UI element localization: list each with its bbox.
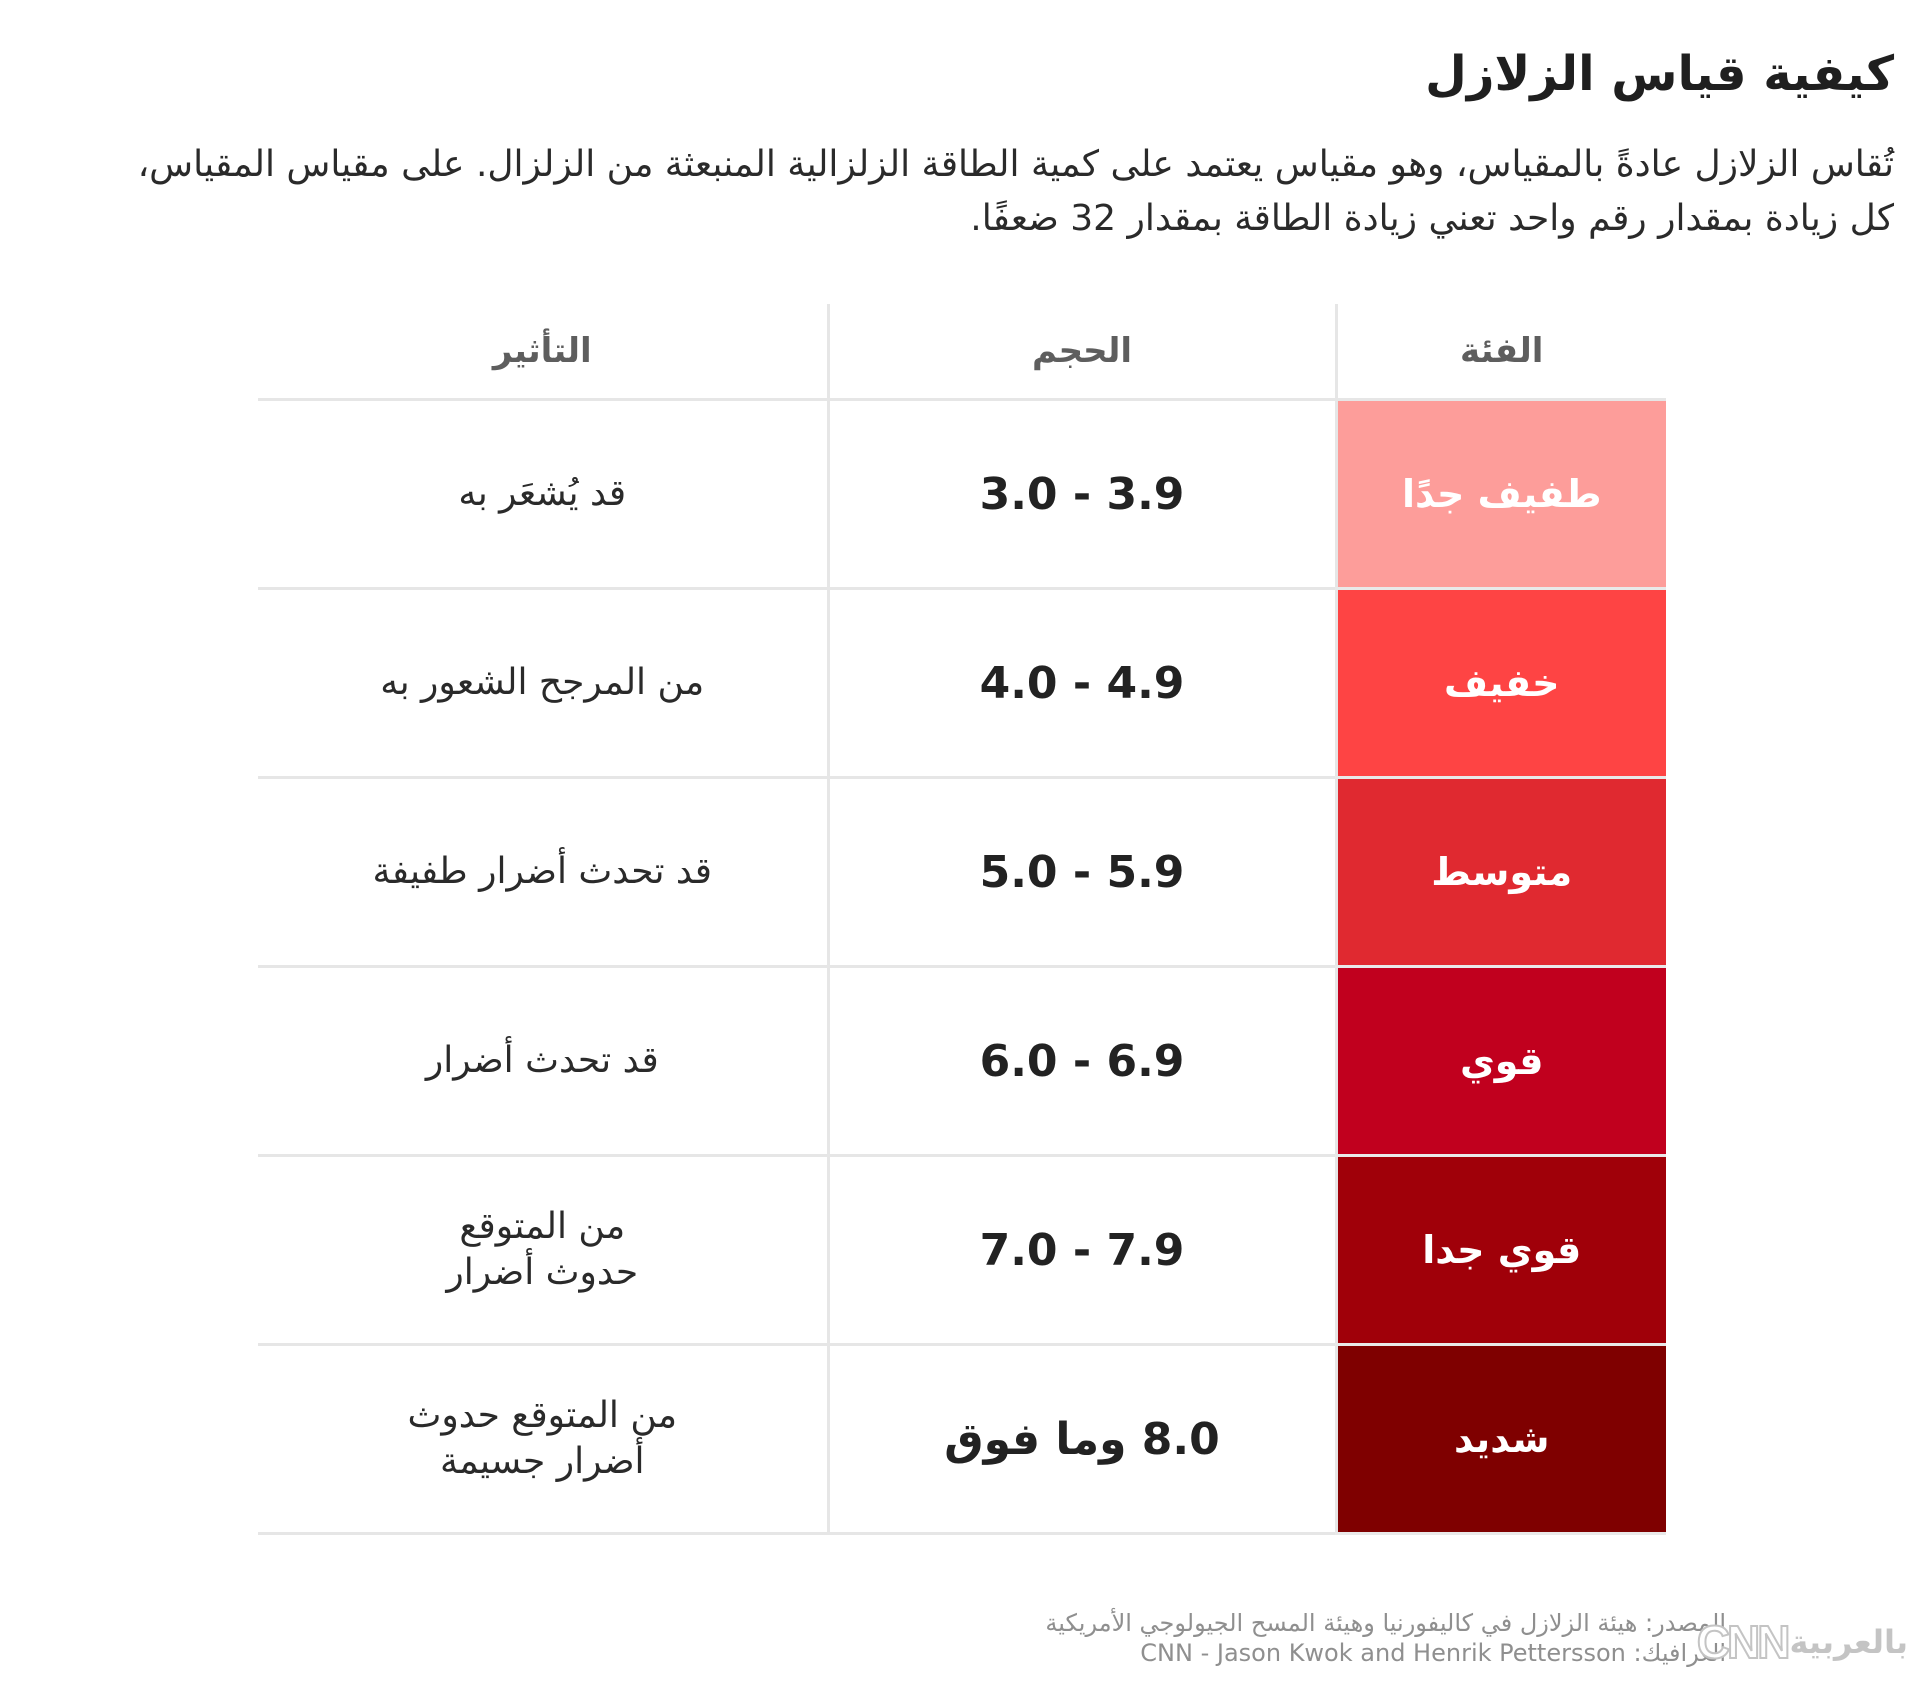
table-row: قوي جدا 7.9 - 7.0 من المتوقع حدوث أضرار — [258, 1155, 1666, 1346]
table-body: طفيف جدًا 3.9 - 3.0 قد يُشعَر به خفيف 4.… — [258, 399, 1666, 1535]
header-category: الفئة — [1336, 304, 1666, 401]
category-cell: قوي — [1336, 966, 1666, 1157]
cnn-arabic-logo: CNN بالعربية — [1696, 1614, 1909, 1670]
table-row: متوسط 5.9 - 5.0 قد تحدث أضرار طفيفة — [258, 777, 1666, 968]
cnn-logo-text: CNN — [1696, 1615, 1792, 1669]
category-cell: شديد — [1336, 1344, 1666, 1535]
table-row: قوي 6.9 - 6.0 قد تحدث أضرار — [258, 966, 1666, 1157]
category-cell: خفيف — [1336, 588, 1666, 779]
magnitude-cell: 3.9 - 3.0 — [828, 399, 1338, 590]
category-cell: طفيف جدًا — [1336, 399, 1666, 590]
arabic-logo-text: بالعربية — [1789, 1623, 1909, 1661]
header-magnitude: الحجم — [828, 304, 1338, 401]
magnitude-table-container: الفئة الحجم التأثير طفيف جدًا 3.9 - 3.0 … — [258, 304, 1666, 1535]
magnitude-table: الفئة الحجم التأثير طفيف جدًا 3.9 - 3.0 … — [258, 304, 1666, 1535]
table-row: شديد 8.0 وما فوق من المتوقع حدوث أضرار ج… — [258, 1344, 1666, 1535]
table-row: طفيف جدًا 3.9 - 3.0 قد يُشعَر به — [258, 399, 1666, 590]
page-subtitle: تُقاس الزلازل عادةً بالمقياس، وهو مقياس … — [137, 144, 1894, 239]
magnitude-cell: 8.0 وما فوق — [828, 1344, 1338, 1535]
source-credit: المصدر: هيئة الزلازل في كاليفورنيا وهيئة… — [1045, 1609, 1726, 1637]
magnitude-cell: 7.9 - 7.0 — [828, 1155, 1338, 1346]
magnitude-cell: 4.9 - 4.0 — [828, 588, 1338, 779]
impact-cell: من المرجح الشعور به — [258, 588, 830, 779]
graphics-credit: الغرافيك: CNN - Jason Kwok and Henrik Pe… — [1140, 1639, 1726, 1667]
table-header-row: الفئة الحجم التأثير — [258, 304, 1666, 401]
impact-cell: من المتوقع حدوث أضرار — [258, 1155, 830, 1346]
impact-cell: قد يُشعَر به — [258, 399, 830, 590]
impact-cell: قد تحدث أضرار — [258, 966, 830, 1157]
impact-cell: قد تحدث أضرار طفيفة — [258, 777, 830, 968]
category-cell: قوي جدا — [1336, 1155, 1666, 1346]
impact-cell: من المتوقع حدوث أضرار جسيمة — [258, 1344, 830, 1535]
footer-credits: المصدر: هيئة الزلازل في كاليفورنيا وهيئة… — [1045, 1608, 1726, 1668]
table-row: خفيف 4.9 - 4.0 من المرجح الشعور به — [258, 588, 1666, 779]
header-impact: التأثير — [258, 304, 830, 401]
category-cell: متوسط — [1336, 777, 1666, 968]
page-title: كيفية قياس الزلازل — [1425, 46, 1894, 102]
magnitude-cell: 6.9 - 6.0 — [828, 966, 1338, 1157]
magnitude-cell: 5.9 - 5.0 — [828, 777, 1338, 968]
